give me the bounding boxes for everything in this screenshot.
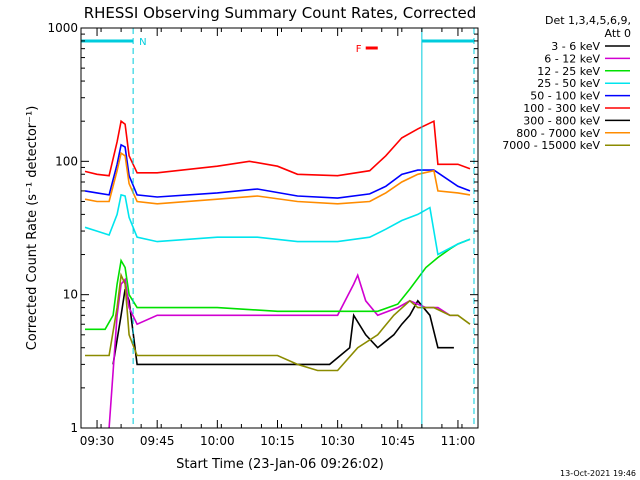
x-tick-label: 09:45: [140, 434, 175, 448]
x-axis-label: Start Time (23-Jan-06 09:26:02): [176, 457, 384, 472]
legend-label: 7000 - 15000 keV: [502, 139, 600, 152]
x-tick-label: 09:30: [80, 434, 115, 448]
legend-label: 25 - 50 keV: [537, 77, 600, 90]
series-layer: [84, 119, 471, 429]
x-tick-label: 11:00: [441, 434, 476, 448]
series-line-800-7000-kev: [84, 151, 471, 205]
y-tick-label: 10: [63, 288, 78, 302]
y-tick-label: 1: [70, 421, 78, 435]
legend-label: 100 - 300 keV: [523, 102, 600, 115]
series-line-12-25-kev: [85, 238, 471, 331]
legend-label: 50 - 100 keV: [530, 90, 600, 103]
legend-header-line: Att 0: [605, 27, 631, 40]
legend-label: 800 - 7000 keV: [516, 127, 600, 140]
footer-date: 13-Oct-2021 19:46: [560, 469, 636, 478]
series-line-25-50-kev: [84, 193, 471, 256]
flare-label: F: [356, 44, 362, 55]
series-line-50-100-kev: [84, 143, 471, 199]
legend-label: 3 - 6 keV: [551, 40, 600, 53]
x-tick-label: 10:45: [381, 434, 416, 448]
x-axis: 09:30 09:45 10:00 10:15 10:30 10:45 11:00: [80, 28, 476, 448]
legend-label: 12 - 25 keV: [537, 65, 600, 78]
x-tick-label: 10:00: [200, 434, 235, 448]
y-axis: 1 10 100 1000: [47, 21, 478, 435]
x-tick-label: 10:30: [320, 434, 355, 448]
legend-header-line: Det 1,3,4,5,6,9,: [545, 14, 631, 27]
legend-label: 300 - 800 keV: [523, 114, 600, 127]
series-line-7000-15000-kev: [85, 272, 471, 372]
y-tick-label: 1000: [47, 21, 78, 35]
x-tick-label: 10:15: [260, 434, 295, 448]
y-tick-label: 100: [55, 154, 78, 168]
chart-title: RHESSI Observing Summary Count Rates, Co…: [84, 4, 477, 22]
series-line-100-300-kev: [84, 119, 471, 177]
legend-label: 6 - 12 keV: [544, 52, 600, 65]
night-label: N: [139, 37, 146, 48]
plot-frame: [80, 27, 479, 429]
y-axis-label: Corrected Count Rate (s⁻¹ detector⁻¹): [25, 106, 40, 351]
